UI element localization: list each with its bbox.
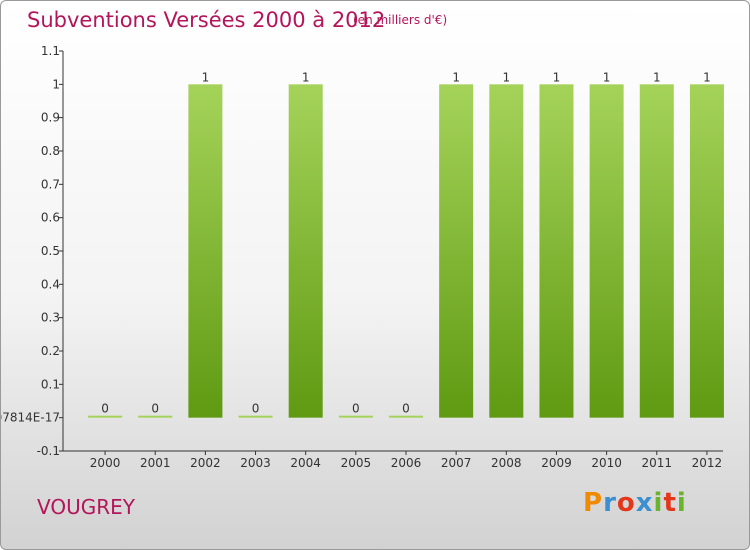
- x-tick-label: 2002: [190, 456, 221, 470]
- chart-unit-note: (en milliers d'€): [353, 13, 448, 27]
- data-label: 1: [502, 70, 510, 84]
- data-label: 1: [603, 70, 611, 84]
- data-label: 0: [252, 402, 260, 416]
- y-tick-label: 0.8: [41, 144, 60, 158]
- x-tick-label: 2009: [541, 456, 572, 470]
- x-tick-label: 2006: [391, 456, 422, 470]
- data-label: 1: [553, 70, 561, 84]
- x-tick-label: 2012: [692, 456, 723, 470]
- bar-2004[interactable]: [288, 84, 323, 418]
- bar-2002[interactable]: [188, 84, 223, 418]
- bar-2005[interactable]: [338, 415, 373, 418]
- x-tick-label: 2001: [140, 456, 171, 470]
- data-label: 1: [302, 70, 310, 84]
- bar-2000[interactable]: [88, 415, 123, 418]
- bar-2011[interactable]: [639, 84, 674, 418]
- y-axis: 1.1 1 0.9 0.8 0.7 0.6 0.5 0.4 0.3 0.2 0.1 1.3877787…: [1, 44, 64, 458]
- chart-title: Subventions Versées 2000 à 2012: [27, 8, 386, 32]
- y-tick-label: 1.3877787807814E-17: [1, 411, 60, 425]
- proxiti-logo[interactable]: Proxiti: [583, 488, 687, 518]
- x-tick-label: 2010: [591, 456, 622, 470]
- logo-letter: P: [583, 488, 604, 518]
- x-tick-label: 2011: [641, 456, 672, 470]
- data-label: 0: [101, 402, 109, 416]
- data-label: 1: [703, 70, 711, 84]
- y-tick-label: 0.3: [41, 311, 60, 325]
- logo-letter: i: [676, 488, 687, 518]
- data-label: 0: [151, 402, 159, 416]
- y-tick-label: 0.6: [41, 211, 60, 225]
- x-tick-label: 2000: [90, 456, 121, 470]
- logo-letter: t: [663, 488, 677, 518]
- y-tick-label: 0.9: [41, 111, 60, 125]
- x-tick-label: 2007: [441, 456, 472, 470]
- bar-2007[interactable]: [439, 84, 474, 418]
- data-label: 0: [402, 402, 410, 416]
- commune-name: VOUGREY: [37, 495, 135, 519]
- y-tick-label: 1: [52, 77, 60, 91]
- y-tick-label: 1.1: [41, 44, 60, 58]
- logo-letter: o: [616, 488, 636, 518]
- bar-2001[interactable]: [138, 415, 173, 418]
- bar-2008[interactable]: [489, 84, 524, 418]
- bars-group: 0 0 1 0 1 0 0 1 1 1 1 1 1: [88, 70, 724, 418]
- x-tick-label: 2008: [491, 456, 522, 470]
- bar-2012[interactable]: [689, 84, 724, 418]
- bar-2003[interactable]: [238, 415, 273, 418]
- y-tick-label: 0.1: [41, 377, 60, 391]
- bar-2010[interactable]: [589, 84, 624, 418]
- logo-letter: r: [603, 488, 617, 518]
- data-label: 1: [653, 70, 661, 84]
- bar-2006[interactable]: [389, 415, 423, 418]
- data-label: 0: [352, 402, 360, 416]
- y-tick-label: 0.4: [41, 277, 60, 291]
- y-tick-label: -0.1: [37, 444, 60, 458]
- x-tick-label: 2005: [341, 456, 372, 470]
- y-tick-label: 0.2: [41, 344, 60, 358]
- data-label: 1: [452, 70, 460, 84]
- x-tick-label: 2003: [240, 456, 271, 470]
- data-label: 1: [202, 70, 210, 84]
- x-axis: 2000 2001 2002 2003 2004 2005 2006 2007 2008 2009…: [63, 450, 723, 470]
- logo-letter: i: [653, 488, 664, 518]
- x-tick-label: 2004: [290, 456, 321, 470]
- y-tick-label: 0.5: [41, 244, 60, 258]
- logo-letter: x: [635, 488, 654, 518]
- y-tick-label: 0.7: [41, 177, 60, 191]
- bar-2009[interactable]: [539, 84, 574, 418]
